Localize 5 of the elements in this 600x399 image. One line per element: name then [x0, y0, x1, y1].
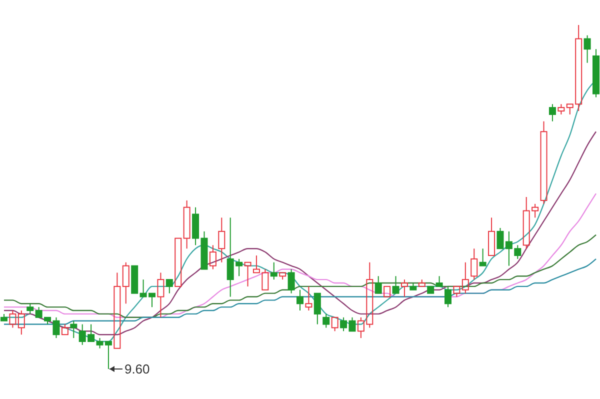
candlestick — [296, 289, 304, 312]
candlestick — [157, 272, 164, 318]
candlestick — [218, 217, 226, 263]
candlestick — [183, 200, 190, 250]
annotation: 9.60 — [124, 362, 150, 377]
